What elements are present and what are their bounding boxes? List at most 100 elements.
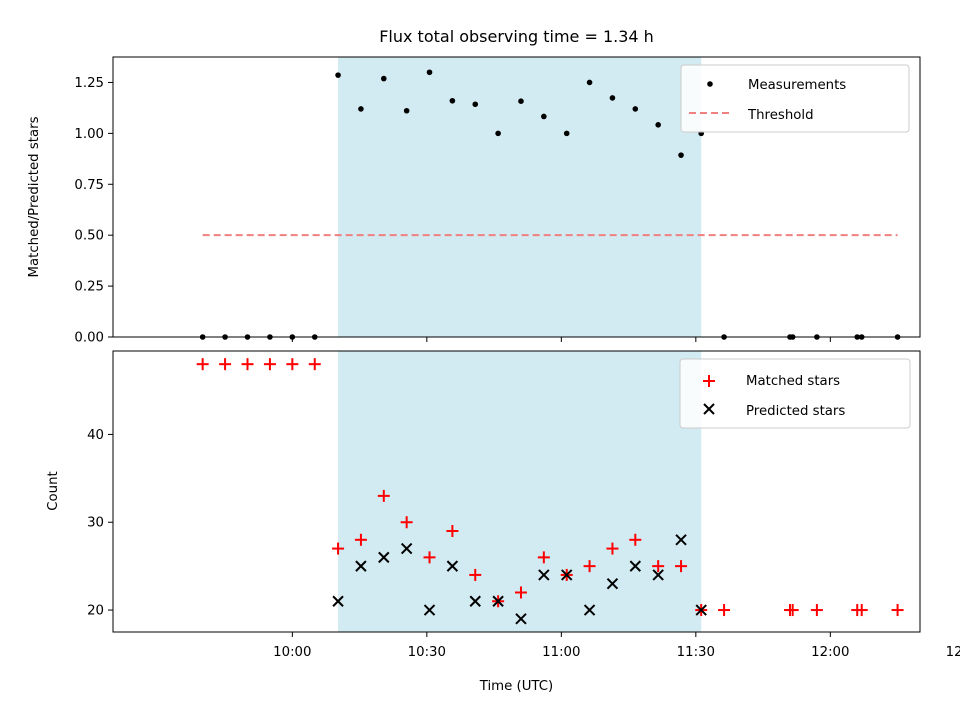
predicted-star-point: [695, 604, 707, 616]
bottom-y-tick-label: 20: [87, 604, 104, 619]
matched-star-point: [606, 542, 619, 555]
measurement-point: [563, 130, 570, 137]
bottom-y-ticks: 20 30 40: [87, 428, 113, 619]
matched-star-point: [469, 568, 482, 581]
predicted-star-point: [652, 569, 664, 581]
matched-star-point: [652, 560, 665, 573]
measurement-point: [426, 69, 433, 76]
matched-star-point: [537, 551, 550, 564]
matched-star-point: [423, 551, 436, 564]
matched-star-point: [629, 533, 642, 546]
measurement-point: [678, 152, 684, 158]
top-y-tick-label: 0.00: [74, 331, 104, 346]
predicted-star-point: [538, 569, 550, 581]
x-tick-label: 12:30: [946, 645, 960, 660]
top-y-tick-label: 1.25: [74, 76, 104, 91]
top-y-tick-label: 0.50: [74, 229, 104, 244]
x-tick-label: 11:00: [542, 645, 580, 660]
predicted-star-point: [629, 560, 642, 572]
matched-star-point: [263, 358, 276, 371]
x-tick-label: 11:30: [677, 645, 715, 660]
bottom-legend-box: [679, 358, 911, 429]
matched-star-point: [354, 533, 367, 546]
predicted-star-point: [446, 560, 459, 572]
bottom-x-ticks: 10:00 10:30 11:00 11:30 12:00 12:30: [273, 632, 960, 660]
bottom-y-tick-label: 40: [87, 428, 104, 443]
top-x-ticks: [291, 337, 831, 342]
predicted-star-point: [561, 569, 573, 581]
count-points: [196, 358, 904, 625]
top-axes-frame: [112, 56, 921, 338]
measurement-point: [380, 75, 387, 82]
matched-star-point: [332, 542, 345, 555]
measurement-point: [449, 97, 456, 104]
measurement-point: [541, 113, 547, 120]
measurement-point: [632, 106, 639, 112]
predicted-star-point: [423, 604, 436, 616]
measurement-point: [403, 107, 410, 114]
matched-star-point: [675, 560, 688, 573]
matched-star-point: [400, 516, 413, 529]
bottom-axes-frame: [112, 350, 921, 633]
predicted-star-point: [332, 595, 344, 607]
bottom-y-tick-label: 30: [87, 516, 104, 531]
legend-measurements-marker: [707, 81, 713, 87]
measurement-point: [335, 72, 341, 78]
bottom-legend: Matched stars Predicted stars: [679, 358, 911, 429]
measurement-point: [472, 101, 479, 108]
top-legend-box: [680, 64, 910, 133]
predicted-star-point: [469, 595, 481, 607]
x-tick-label: 10:30: [408, 645, 446, 660]
top-shaded-region: [338, 57, 702, 337]
measurement-point: [358, 106, 364, 112]
top-y-ticks: 0.00 0.25 0.50 0.75 1.00 1.25: [74, 76, 113, 346]
chart-title: Flux total observing time = 1.34 h: [379, 27, 654, 46]
legend-predicted-marker: [703, 403, 715, 415]
legend-matched-marker: [703, 375, 715, 387]
predicted-star-point: [492, 595, 504, 607]
bottom-shaded-region: [338, 351, 702, 632]
matched-star-point: [446, 525, 459, 538]
top-panel: 0.00 0.25 0.50 0.75 1.00 1.25 Flux total obse…: [27, 27, 921, 346]
bottom-panel: 20 30 40 10:00 10:30 11:00 11:30 12:00 12:30 Co…: [46, 350, 960, 694]
predicted-star-point: [606, 577, 619, 590]
top-legend: Measurements Threshold: [680, 64, 910, 133]
x-tick-label: 10:00: [273, 645, 311, 660]
top-y-axis-label: Matched/Predicted stars: [27, 116, 42, 277]
bottom-y-axis-label: Count: [46, 471, 61, 511]
measurement-point: [495, 130, 501, 137]
matched-star-point: [891, 604, 904, 617]
predicted-star-point: [675, 534, 687, 546]
x-axis-label: Time (UTC): [479, 679, 554, 694]
matched-star-point: [196, 358, 209, 371]
matched-star-point: [718, 604, 731, 617]
top-y-tick-label: 0.25: [74, 280, 104, 295]
legend-matched-label: Matched stars: [746, 374, 840, 389]
matched-star-point: [241, 358, 254, 371]
top-y-tick-label: 1.00: [74, 127, 104, 142]
measurement-point: [518, 98, 524, 104]
legend-threshold-label: Threshold: [747, 108, 814, 123]
legend-measurements-label: Measurements: [748, 78, 846, 93]
matched-star-point: [308, 358, 321, 371]
x-tick-label: 12:00: [811, 645, 849, 660]
predicted-star-point: [400, 542, 413, 555]
matched-star-point: [514, 586, 527, 599]
top-y-tick-label: 0.75: [74, 178, 104, 193]
matched-star-point: [583, 560, 596, 573]
predicted-star-point: [378, 551, 390, 564]
measurement-points: [199, 69, 901, 340]
matched-star-point: [286, 358, 299, 371]
legend-predicted-label: Predicted stars: [746, 404, 845, 419]
predicted-star-point: [515, 613, 527, 625]
measurement-point: [586, 79, 593, 86]
matched-star-point: [219, 358, 232, 371]
matched-star-point: [855, 604, 868, 617]
matched-star-point: [377, 489, 390, 502]
measurement-point: [655, 122, 661, 128]
predicted-star-point: [583, 604, 596, 616]
measurement-point: [609, 95, 616, 101]
predicted-star-point: [355, 560, 367, 572]
matched-star-point: [786, 604, 799, 617]
